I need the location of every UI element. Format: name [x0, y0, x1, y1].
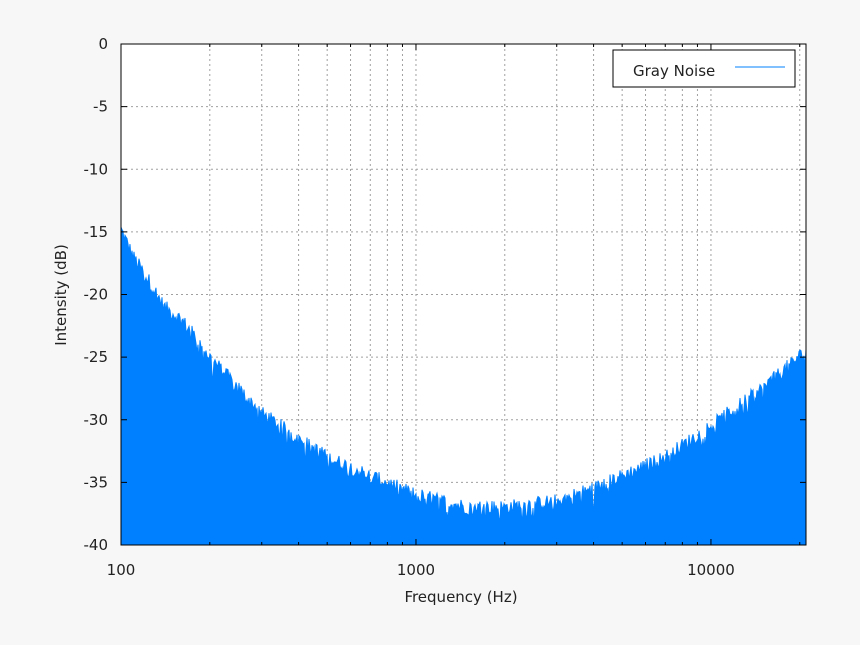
x-tick-label: 1000: [397, 561, 435, 579]
x-tick-label: 10000: [687, 561, 735, 579]
x-tick-label: 100: [107, 561, 136, 579]
legend-box: [612, 49, 796, 88]
y-tick-label: -40: [84, 536, 109, 554]
y-tick-label: -35: [84, 473, 109, 491]
y-tick-label: -25: [84, 348, 109, 366]
legend: Gray Noise: [612, 49, 796, 88]
y-tick-label: -15: [84, 223, 109, 241]
gray-noise-area: [120, 226, 807, 546]
y-axis-label: Intensity (dB): [52, 244, 70, 346]
axis-ticks: 0 -5 -10 -15 -20 -25 -30 -35 -40 100 1000 10000: [84, 35, 806, 579]
x-axis-label: Frequency (Hz): [404, 588, 517, 606]
y-tick-label: -20: [84, 286, 109, 304]
y-tick-label: -10: [84, 160, 109, 178]
legend-label: Gray Noise: [633, 62, 715, 80]
y-tick-label: 0: [98, 35, 108, 53]
y-tick-label: -30: [84, 411, 109, 429]
y-tick-label: -5: [93, 98, 108, 116]
